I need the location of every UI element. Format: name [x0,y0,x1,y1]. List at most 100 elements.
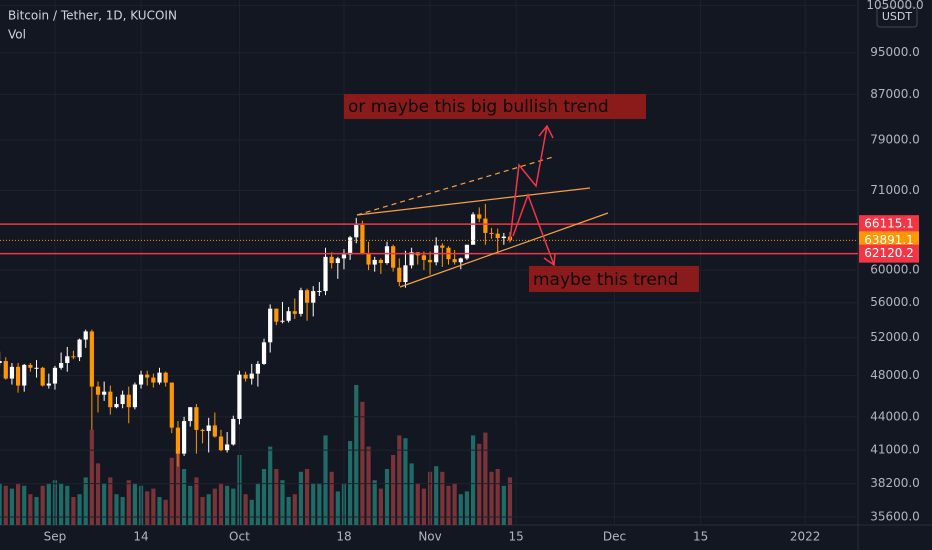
volume-bar [261,469,267,525]
volume-bar [255,483,260,525]
candle-body [3,361,8,379]
volume-bar [59,483,64,525]
arrowhead [543,252,556,267]
candle-body [194,407,199,430]
y-tick-label: 95000.0 [870,45,920,59]
candle-body [132,384,138,408]
volume-bar [415,483,420,525]
y-tick-label: 52000.0 [870,330,920,344]
y-tick-label: 60000.0 [870,263,920,277]
x-tick-label: Sep [44,530,67,544]
volume-bar [9,488,15,525]
volume-bar [360,401,365,525]
volume-bar [366,446,371,525]
y-tick-label: 56000.0 [870,295,920,309]
volume-bar [3,485,8,525]
volume-bar [440,471,445,525]
currency[interactable]: USDT [882,10,913,23]
candle-body [200,429,205,431]
candle-body [255,363,260,374]
arrow-path [509,125,548,241]
candle-body [28,364,33,368]
volume-bar [311,483,316,525]
candle-body [9,366,15,379]
volume-bar [446,485,451,525]
volume-bar [157,497,162,525]
candle-body [280,320,285,322]
volume-bar [354,385,359,525]
candle-body [268,308,273,343]
candle-body [231,418,236,445]
volume-bar [317,483,322,525]
y-tick-label: 38200.0 [870,476,920,490]
volume-bar [458,494,463,525]
candle-body [397,267,402,283]
annotation-box [344,94,646,119]
volume-bar [225,485,230,525]
candle-body [348,237,353,255]
candle-body [384,246,390,264]
candle-body [427,259,433,263]
candle-body [108,391,113,408]
candle-body [286,311,291,321]
candle-body [52,367,58,384]
volume-bar [384,469,390,525]
x-tick-label: 15 [508,530,523,544]
y-tick-label: 41000.0 [870,443,920,457]
candle-body [366,253,371,265]
candle-body [175,427,181,454]
plot-layer [0,0,858,525]
volume-bar [452,483,457,525]
candle-body [120,394,125,405]
volume-bar [298,471,304,525]
volume-bar [0,483,2,525]
volume-bar [40,485,45,525]
x-tick-label: 2022 [790,530,821,544]
candle-body [46,383,51,386]
candle-body [372,259,377,265]
volume-bar [348,441,353,525]
candle-body [477,214,482,219]
candle-body [169,382,174,428]
currency-box[interactable] [876,6,918,28]
volume-bar [46,483,51,525]
candle-body [77,339,82,358]
annotation: or maybe this big bullish trend [348,97,609,117]
volume-bar [71,497,76,525]
volume-bar [194,477,199,525]
volume-bar [169,457,174,525]
volume-bar [489,471,494,525]
price-label-box [859,244,919,263]
candle-body [458,258,463,263]
price-label: 62120.2 [864,246,914,260]
volume-bar [409,463,414,525]
volume-bar [218,483,224,525]
y-tick-label: 35600.0 [870,509,920,523]
candle-body [304,290,310,303]
candle-body [181,421,187,454]
volume-bar [212,488,217,525]
volume-bar [200,497,205,525]
volume-bar [464,491,470,525]
candle-body [218,436,224,451]
volume-bar [145,491,150,525]
price-label: 63891.1 [864,233,914,247]
candle-body [298,290,304,314]
candle-body [403,265,408,283]
volume-bar [206,494,211,525]
candle-body [335,258,340,264]
volume-bar [323,435,328,525]
candle-body [34,367,39,369]
x-tick-label: Dec [603,530,626,544]
candle-body [212,425,217,437]
volume-bar [403,438,408,525]
candle-body [95,386,101,395]
candle-body [464,244,470,259]
volume-bar [249,499,254,525]
candle-body [188,407,193,422]
volume-bar [65,485,70,525]
volume-bar [126,480,131,525]
volume-bar [391,455,396,525]
volume-bar [231,488,236,525]
